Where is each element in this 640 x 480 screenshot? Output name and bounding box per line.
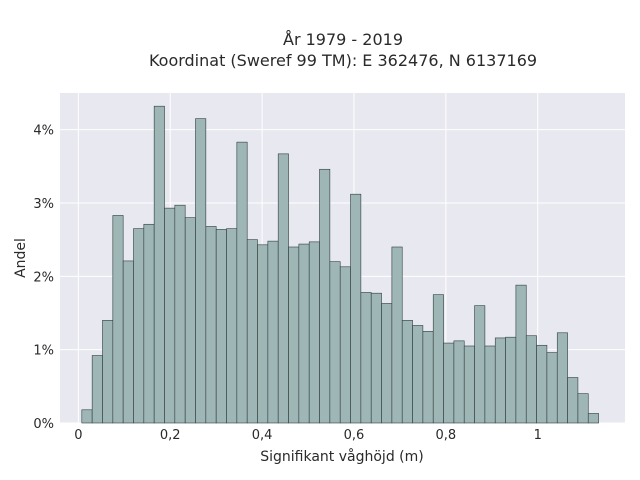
histogram-bar <box>91 355 103 424</box>
y-tick-label: 3% <box>33 197 54 212</box>
histogram-bar <box>587 413 599 424</box>
histogram-bar <box>267 240 279 424</box>
histogram-bar <box>319 168 331 424</box>
histogram-bar <box>443 342 455 424</box>
histogram-bar <box>360 292 372 424</box>
histogram-bar <box>329 261 341 424</box>
x-axis-label: Signifikant våghöjd (m) <box>260 448 423 465</box>
histogram-bar <box>184 217 196 424</box>
histogram-bar <box>494 337 506 424</box>
bars <box>81 105 599 424</box>
histogram-bar <box>536 344 548 424</box>
histogram-bar <box>288 246 300 424</box>
histogram-bar <box>133 228 145 424</box>
histogram-bar <box>277 153 289 424</box>
histogram-bar <box>515 284 527 424</box>
x-tick-label: 1 <box>534 428 542 443</box>
y-tick-labels: 0% 1% 2% 3% 4% <box>33 124 54 432</box>
histogram-bar <box>484 345 496 424</box>
histogram-bar <box>122 260 134 424</box>
histogram-bar <box>350 193 362 424</box>
histogram-bar <box>381 303 393 424</box>
histogram-bar <box>195 118 207 424</box>
histogram-bar <box>556 332 568 424</box>
x-tick-labels: 0 0,2 0,4 0,6 0,8 1 <box>74 428 542 443</box>
histogram-bar <box>102 320 114 424</box>
chart-title-line1: År 1979 - 2019 <box>283 30 403 49</box>
histogram-bar <box>525 335 537 424</box>
histogram-bar <box>339 266 351 424</box>
histogram-bar <box>370 292 382 424</box>
chart-title-line2: Koordinat (Sweref 99 TM): E 362476, N 61… <box>149 51 537 70</box>
histogram-bar <box>205 226 217 424</box>
histogram-bar <box>391 246 403 424</box>
histogram-bar <box>422 331 434 424</box>
x-tick-label: 0 <box>74 428 82 443</box>
histogram-bar <box>246 239 258 424</box>
histogram-bar <box>546 352 558 424</box>
histogram-bar <box>453 340 465 424</box>
histogram-bar <box>432 294 444 424</box>
y-tick-label: 2% <box>33 270 54 285</box>
histogram-bar <box>577 393 589 424</box>
y-tick-label: 4% <box>33 124 54 139</box>
histogram-bar <box>153 105 165 424</box>
histogram-bar <box>308 241 320 424</box>
y-tick-label: 1% <box>33 344 54 359</box>
x-tick-label: 0,6 <box>344 428 365 443</box>
histogram-bar <box>474 305 486 424</box>
histogram-bar <box>143 223 155 424</box>
histogram-bar <box>298 243 310 424</box>
histogram-bar <box>112 215 124 424</box>
x-tick-label: 0,4 <box>252 428 273 443</box>
histogram-bar <box>463 345 475 424</box>
histogram-bar <box>226 228 238 424</box>
histogram-bar <box>412 325 424 424</box>
y-tick-label: 0% <box>33 417 54 432</box>
histogram-bar <box>236 141 248 424</box>
histogram-bar <box>505 336 517 424</box>
histogram-bar <box>257 244 269 424</box>
histogram-bar <box>215 229 227 424</box>
histogram-bar <box>174 204 186 424</box>
y-axis-label: Andel <box>13 238 29 278</box>
x-tick-label: 0,8 <box>436 428 457 443</box>
x-tick-label: 0,2 <box>160 428 181 443</box>
histogram-bar <box>164 207 176 424</box>
histogram-bar <box>567 377 579 424</box>
histogram-bar <box>401 320 413 424</box>
histogram-bar <box>81 409 93 424</box>
